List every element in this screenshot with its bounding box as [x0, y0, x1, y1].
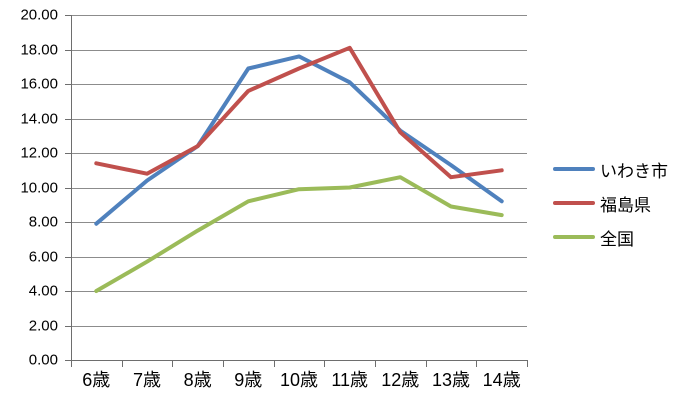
x-axis-label: 7歳 [132, 370, 162, 390]
x-axis-label: 14歳 [482, 370, 521, 390]
y-axis-label: 14.00 [20, 110, 58, 127]
y-axis-label: 6.00 [28, 248, 58, 265]
y-axis-label: 20.00 [20, 6, 58, 24]
series-line-2 [94, 175, 504, 293]
legend-item-fukushima: 福島県 [553, 186, 668, 220]
legend-line-swatch [553, 167, 595, 171]
legend-line-swatch [553, 201, 595, 205]
series-line-0 [94, 54, 504, 226]
x-axis-label: 11歳 [331, 370, 369, 390]
x-axis-label: 10歳 [279, 370, 319, 390]
y-axis-label: 4.00 [28, 282, 58, 300]
series-line-1 [94, 45, 504, 180]
y-axis-label: 12.00 [20, 144, 58, 162]
legend-label: 福島県 [600, 195, 651, 215]
y-axis-label: 10.00 [20, 179, 58, 196]
legend-label: 全国 [600, 229, 634, 249]
x-axis-label: 6歳 [82, 370, 111, 390]
y-axis-label: 16.00 [20, 75, 58, 93]
legend-item-zenkoku: 全国 [553, 220, 668, 254]
y-axis-label: 8.00 [28, 213, 58, 231]
x-axis-label: 13歳 [431, 370, 471, 390]
y-axis-label: 0.00 [28, 351, 58, 369]
y-axis-label: 2.00 [28, 317, 58, 334]
legend-item-iwaki: いわき市 [553, 152, 668, 186]
y-axis-label: 18.00 [20, 41, 58, 58]
legend-label: いわき市 [600, 161, 668, 181]
legend-line-swatch [553, 235, 595, 239]
legend: いわき市 福島県 全国 [553, 152, 668, 254]
x-axis-label: 12歳 [381, 370, 420, 390]
x-axis-label: 9歳 [234, 370, 263, 390]
x-axis-label: 8歳 [183, 370, 212, 390]
